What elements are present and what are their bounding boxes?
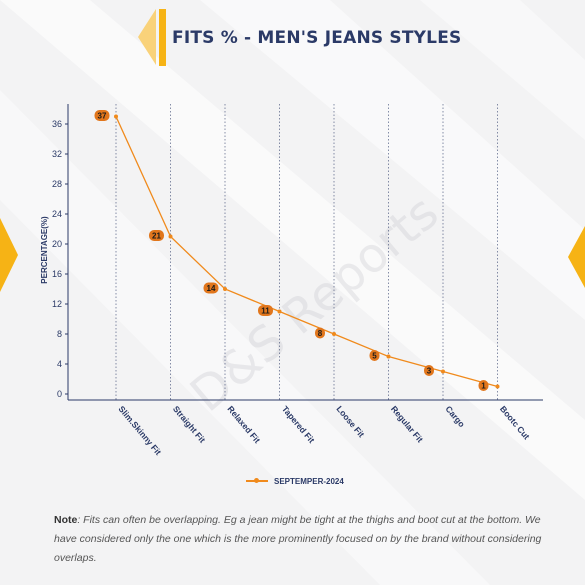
data-point [386, 354, 391, 359]
y-tick-label: 24 [52, 209, 62, 219]
x-tick-label: Tapered Fit [280, 404, 317, 445]
data-label: 14 [207, 284, 216, 293]
data-point [495, 384, 500, 389]
series-line [115, 116, 498, 388]
y-tick-label: 0 [57, 389, 62, 399]
y-tick-label: 16 [52, 269, 62, 279]
title-area: FITS % - MEN'S JEANS STYLES [0, 0, 585, 80]
legend-label: SEPTEMPER-2024 [274, 476, 344, 486]
data-label: 37 [98, 112, 107, 121]
data-point [114, 114, 118, 119]
y-tick-label: 4 [57, 359, 62, 369]
y-tick-label: 12 [52, 299, 62, 309]
x-tick-label: Bootc Cut [498, 404, 532, 442]
data-point [168, 234, 173, 239]
data-label-badge [203, 282, 219, 294]
legend-line-icon [246, 478, 268, 483]
data-label: 1 [481, 382, 486, 391]
data-label-badge [94, 110, 110, 121]
chart-title: FITS % - MEN'S JEANS STYLES [172, 28, 462, 48]
y-tick-label: 20 [52, 239, 62, 249]
y-tick-label: 8 [57, 329, 62, 339]
data-label-badge [424, 365, 434, 376]
left-arrow-accent [0, 218, 18, 292]
data-label-badge [258, 305, 273, 316]
right-arrow-accent [568, 226, 585, 288]
y-axis-label: PERCENTAGE(%) [40, 216, 49, 284]
footnote: Note: Fits can often be overlapping. Eg … [54, 511, 544, 568]
data-label: 11 [261, 307, 270, 316]
x-tick-label: Straight Fit [171, 404, 208, 445]
data-point [441, 369, 445, 374]
title-bar [159, 9, 166, 66]
data-label-badge [315, 327, 325, 339]
note-label: Note [54, 514, 78, 526]
data-label-badge [478, 380, 489, 391]
data-point [277, 309, 282, 314]
x-tick-label: Loose Fit [334, 404, 366, 439]
title-chevron-icon [138, 9, 156, 65]
legend: SEPTEMPER-2024 [246, 474, 344, 488]
data-label-badge [149, 230, 164, 241]
y-tick-label: 32 [52, 149, 62, 159]
data-point [223, 287, 227, 291]
data-point [332, 332, 336, 336]
data-label: 3 [427, 367, 432, 376]
data-label: 5 [372, 352, 377, 361]
x-tick-label: Regular Fit [389, 404, 425, 445]
note-text: : Fits can often be overlapping. Eg a je… [54, 514, 542, 564]
y-tick-label: 36 [52, 119, 62, 129]
x-tick-label: Slim.Skinny Fit [116, 404, 163, 457]
x-tick-label: Relaxed Fit [225, 404, 262, 445]
x-tick-label: Cargo [443, 404, 466, 429]
data-label: 21 [152, 232, 161, 241]
y-tick-label: 28 [52, 179, 62, 189]
data-label: 8 [318, 329, 323, 338]
data-label-badge [369, 350, 380, 361]
